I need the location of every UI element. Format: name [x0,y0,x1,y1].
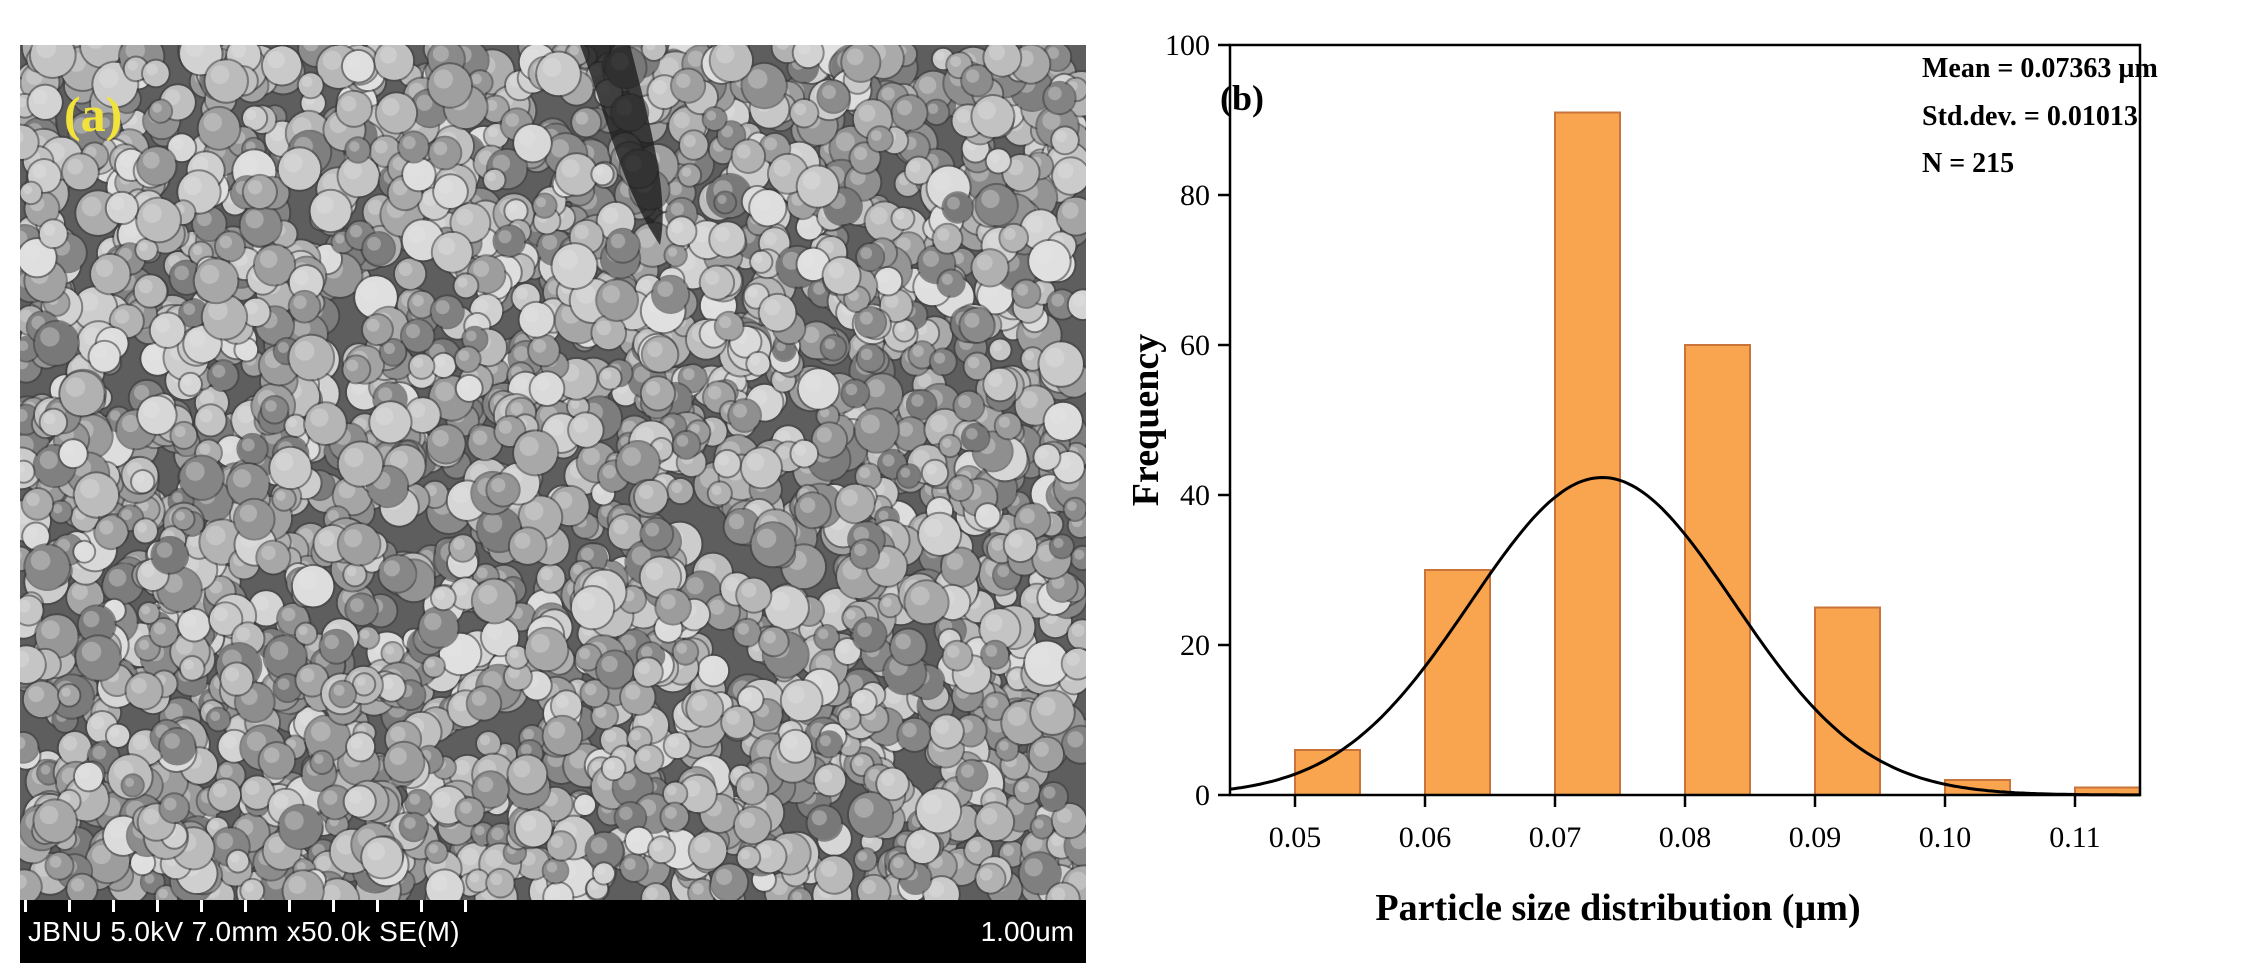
x-tick-label-3: 0.08 [1659,821,1712,854]
histogram-bar-4 [1815,608,1880,796]
y-tick-label-4: 80 [1180,179,1210,212]
sem-micrograph [20,45,1086,900]
x-tick-label-0: 0.05 [1269,821,1322,854]
annotation-stddev: Std.dev. = 0.01013 [1922,101,2138,132]
sem-info-bar: JBNU 5.0kV 7.0mm x50.0k SE(M) 1.00um [20,900,1086,963]
histogram-bar-2 [1555,113,1620,796]
histogram-bar-0 [1295,750,1360,795]
histogram-bar-1 [1425,570,1490,795]
scale-bar-ticks [20,900,470,914]
y-tick-label-0: 0 [1195,779,1210,812]
histogram-bars [1295,113,2140,796]
y-tick-label-5: 100 [1165,29,1210,62]
x-tick-label-4: 0.09 [1789,821,1842,854]
histogram-panel: 0.05 0.06 0.07 0.08 0.09 0.10 0.11 0 20 40 60 80 100… [1100,0,2243,973]
x-axis-label: Particle size distribution (µm) [1375,887,1860,929]
histogram-bar-3 [1685,345,1750,795]
sem-info-text: JBNU 5.0kV 7.0mm x50.0k SE(M) [28,916,460,948]
panel-b-label: (b) [1220,78,1264,118]
sem-image-panel: (a) JBNU 5.0kV 7.0mm x50.0k SE(M) 1.00um [20,45,1086,963]
scale-bar-label: 1.00um [981,916,1074,948]
y-tick-label-2: 40 [1180,479,1210,512]
annotation-mean: Mean = 0.07363 µm [1922,53,2158,84]
annotation-n: N = 215 [1922,148,2014,179]
y-tick-label-3: 60 [1180,329,1210,362]
particle-size-histogram: 0.05 0.06 0.07 0.08 0.09 0.10 0.11 0 20 40 60 80 100… [1100,0,2243,973]
x-tick-label-1: 0.06 [1399,821,1452,854]
panel-a-label: (a) [64,85,122,143]
x-tick-label-2: 0.07 [1529,821,1582,854]
y-axis-label: Frequency [1125,334,1167,506]
x-tick-label-5: 0.10 [1919,821,1972,854]
x-tick-label-6: 0.11 [2049,821,2100,854]
y-tick-label-1: 20 [1180,629,1210,662]
